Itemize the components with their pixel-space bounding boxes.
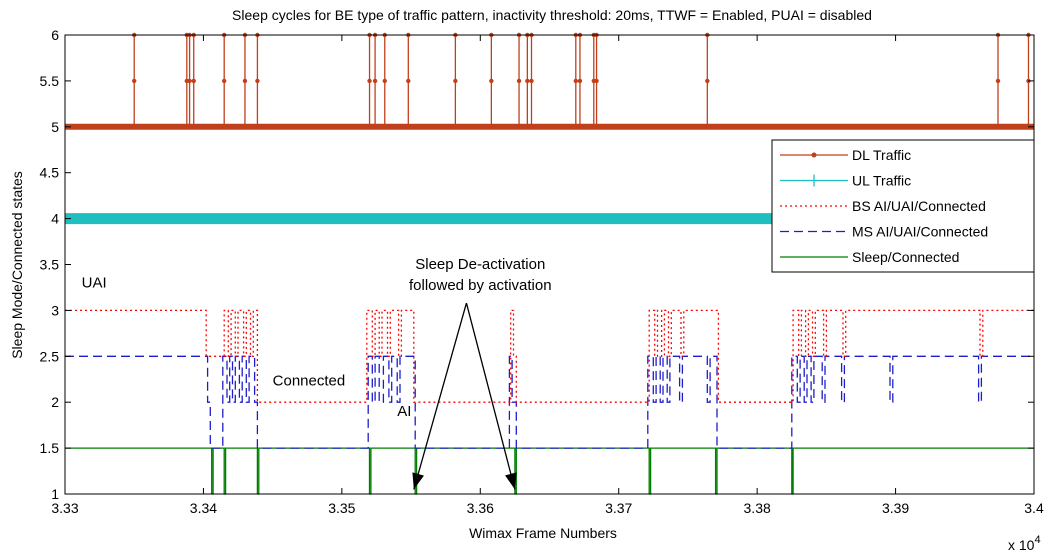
annotation-text: Sleep De-activation <box>415 256 545 273</box>
dl-traffic-marker <box>705 78 710 84</box>
annotation-text: UAI <box>82 274 107 291</box>
dl-traffic-marker <box>489 78 494 84</box>
x-axis-multiplier-exp: 4 <box>1034 534 1040 546</box>
dl-traffic-marker <box>367 78 372 84</box>
dl-traffic-marker <box>529 78 534 84</box>
y-tick-label: 3.5 <box>40 257 60 273</box>
x-tick-label: 3.35 <box>328 500 355 516</box>
dl-traffic-marker <box>573 78 579 84</box>
legend: DL Traffic UL Traffic BS AI/UAI/Connected M… <box>771 139 1035 273</box>
x-tick-label: 3.36 <box>467 500 494 516</box>
y-tick-label: 3 <box>51 302 59 318</box>
chart-title: Sleep cycles for BE type of traffic patt… <box>232 7 872 23</box>
annotation-text: AI <box>397 403 411 420</box>
x-axis-multiplier: x 104 <box>1008 534 1041 553</box>
dl-traffic-marker <box>516 78 522 84</box>
annotation-arrow-shaft <box>465 302 516 490</box>
axis-ticks: 3.33 3.34 3.35 3.36 3.37 3.38 3.39 3.4 1 1.5 2 2.5 3… <box>40 27 1044 516</box>
dl-traffic-marker <box>372 78 378 84</box>
annotation-text: followed by activation <box>409 277 552 294</box>
dl-traffic-marker <box>995 78 1001 84</box>
x-axis-label: Wimax Frame Numbers <box>469 525 617 541</box>
series-bs-line <box>65 309 1034 403</box>
dl-traffic-marker <box>242 78 248 84</box>
annotations: UAI Connected AI Sleep De-activation followe… <box>82 256 552 490</box>
x-tick-label: 3.34 <box>190 500 217 516</box>
y-tick-label: 5 <box>51 119 59 135</box>
x-tick-label: 3.33 <box>51 500 78 516</box>
dl-traffic-marker <box>453 78 458 84</box>
annotation-text: Connected <box>273 373 346 390</box>
dl-traffic-marker <box>187 78 192 84</box>
x-axis-multiplier-base: x 10 <box>1008 537 1035 553</box>
y-axis-label: Sleep Mode/Connected states <box>9 171 25 359</box>
y-tick-label: 6 <box>51 27 59 43</box>
annotation-arrow-head <box>412 472 424 490</box>
dl-traffic-marker <box>132 78 137 84</box>
legend-label: UL Traffic <box>852 173 911 189</box>
x-tick-label: 3.37 <box>605 500 632 516</box>
dl-traffic-marker <box>406 78 411 84</box>
series-ms-line <box>65 355 1034 449</box>
y-tick-label: 2.5 <box>40 348 60 364</box>
dl-traffic-marker <box>255 78 260 84</box>
legend-label: Sleep/Connected <box>852 249 959 265</box>
dl-traffic-marker <box>382 78 387 84</box>
dl-traffic-marker <box>577 78 583 84</box>
legend-label: MS AI/UAI/Connected <box>852 224 988 240</box>
x-tick-label: 3.4 <box>1024 500 1044 516</box>
dl-traffic-marker <box>594 78 599 84</box>
annotation-arrow-shaft <box>413 302 468 490</box>
dl-traffic-marker <box>191 78 196 84</box>
y-tick-label: 4 <box>51 211 59 227</box>
legend-label: DL Traffic <box>852 147 911 163</box>
dl-traffic-marker <box>525 78 530 84</box>
y-tick-label: 1.5 <box>40 440 60 456</box>
y-tick-label: 2 <box>51 394 59 410</box>
annotation-arrow-head <box>505 472 517 490</box>
x-tick-label: 3.39 <box>882 500 909 516</box>
dl-traffic-marker <box>221 78 227 84</box>
y-tick-label: 1 <box>51 486 59 502</box>
y-tick-label: 5.5 <box>40 73 60 89</box>
legend-marker <box>811 152 817 158</box>
x-tick-label: 3.38 <box>744 500 771 516</box>
legend-label: BS AI/UAI/Connected <box>852 198 986 214</box>
y-tick-label: 4.5 <box>40 165 60 181</box>
